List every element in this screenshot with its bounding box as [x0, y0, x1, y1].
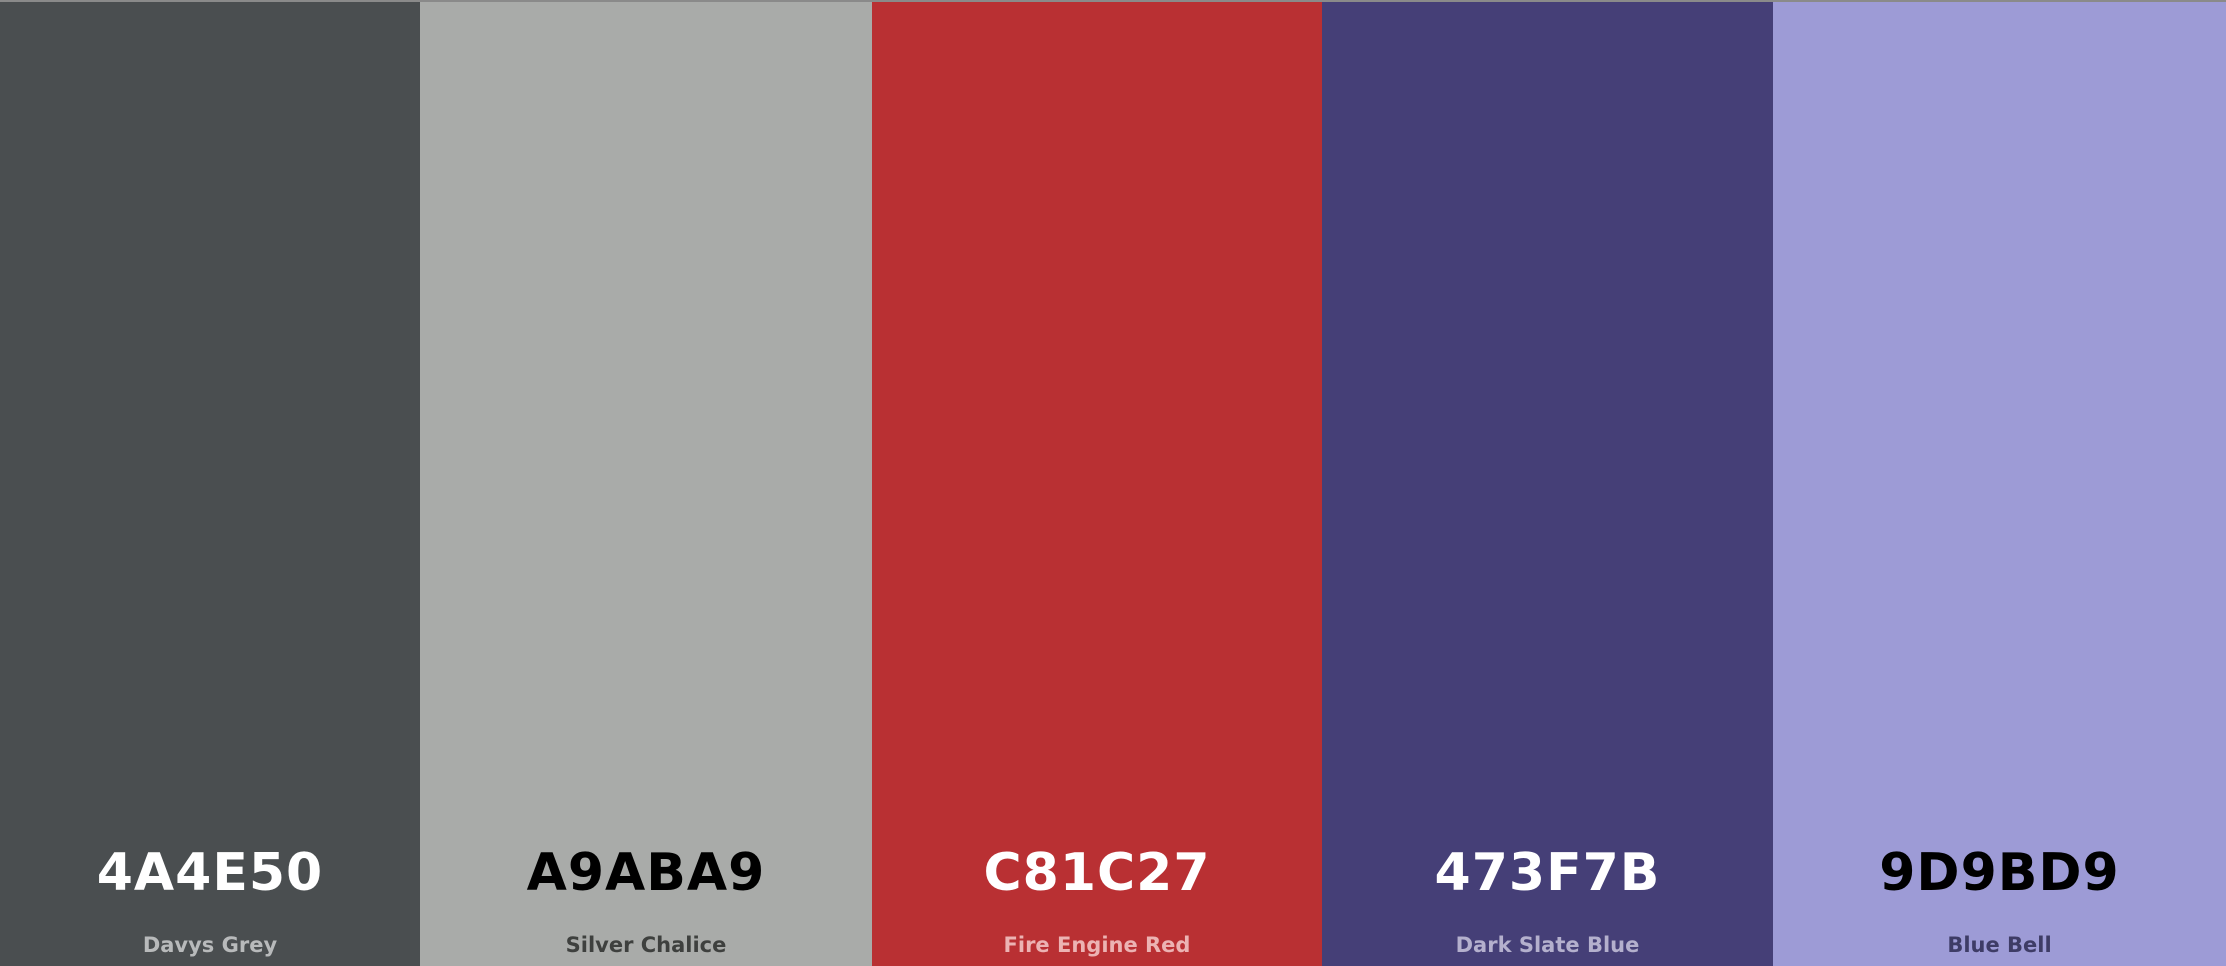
swatch-fire-engine-red[interactable]: C81C27 Fire Engine Red — [872, 2, 1322, 966]
swatch-hex-code: A9ABA9 — [526, 843, 766, 903]
swatch-dark-slate-blue[interactable]: 473F7B Dark Slate Blue — [1322, 2, 1773, 966]
swatch-color-name: Silver Chalice — [565, 933, 727, 957]
swatch-davys-grey[interactable]: 4A4E50 Davys Grey — [0, 2, 420, 966]
swatch-blue-bell[interactable]: 9D9BD9 Blue Bell — [1773, 2, 2226, 966]
swatch-hex-code: 473F7B — [1434, 843, 1661, 903]
swatch-silver-chalice[interactable]: A9ABA9 Silver Chalice — [420, 2, 872, 966]
swatch-color-name: Dark Slate Blue — [1455, 933, 1640, 957]
swatch-color-name: Fire Engine Red — [1003, 933, 1191, 957]
swatch-hex-code: 9D9BD9 — [1879, 843, 2120, 903]
swatch-hex-code: C81C27 — [983, 843, 1211, 903]
swatch-color-name: Davys Grey — [142, 933, 278, 957]
swatch-color-name: Blue Bell — [1947, 933, 2052, 957]
swatch-hex-code: 4A4E50 — [96, 843, 324, 903]
